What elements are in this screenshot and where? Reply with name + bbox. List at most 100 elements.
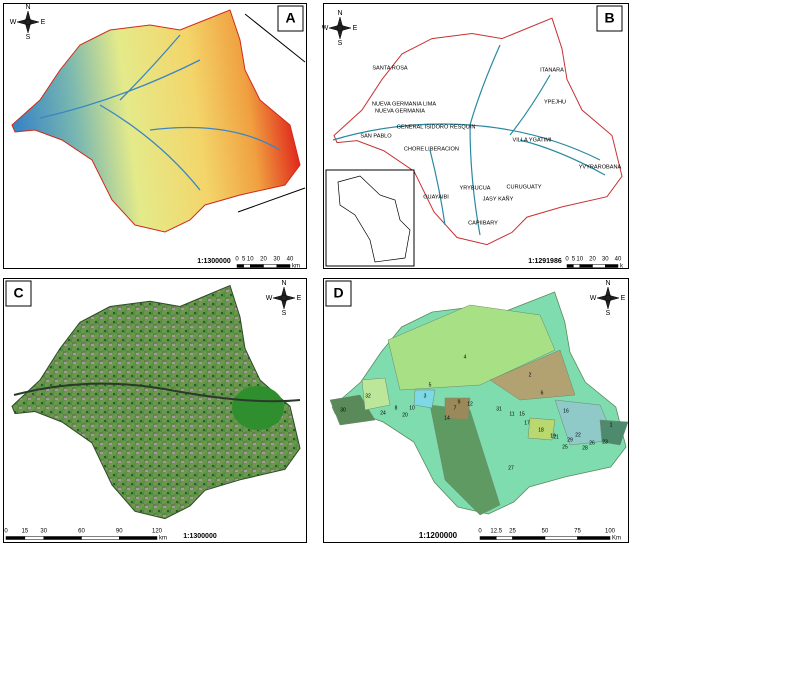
region-label: 17 (524, 420, 530, 426)
region-label: 20 (402, 412, 408, 418)
region-label: 18 (538, 427, 544, 433)
scale-segment (566, 264, 574, 268)
scale-segment (276, 264, 291, 268)
place-label: NUEVA GERMANIA (375, 108, 425, 114)
region-label: 22 (575, 432, 581, 438)
region-label: 8 (395, 405, 398, 411)
region-label: 25 (562, 444, 568, 450)
place-label: GUAYAIBI (423, 194, 449, 200)
region-label: 16 (563, 408, 569, 414)
region-label: 4 (464, 354, 467, 360)
scale-segment (512, 536, 546, 540)
scale-segment (496, 536, 513, 540)
scale-tick-label: 30 (40, 529, 47, 535)
panel-frame (323, 3, 629, 269)
region-label: 30 (340, 407, 346, 413)
scale-ratio: 1:1291986 (528, 258, 562, 265)
subbasin (527, 417, 556, 441)
scale-segment (544, 536, 578, 540)
compass-star (596, 286, 620, 310)
place-label: NUEVA GERMANIA LIMA (372, 101, 437, 107)
scale-tick-label: 30 (602, 257, 609, 263)
river (429, 149, 446, 226)
region-label: 9 (458, 399, 461, 405)
region-label: 11 (509, 411, 514, 417)
satellite-image (11, 284, 301, 520)
scale-tick-label: 30 (273, 257, 280, 263)
compass-w: W (266, 295, 273, 302)
scale-tick-label: 120 (152, 529, 163, 535)
region-label: 24 (380, 410, 386, 416)
scale-segment (5, 536, 26, 540)
scale-tick-label: 0 (4, 529, 8, 535)
inset-frame (325, 169, 415, 267)
region-label: 12 (467, 401, 473, 407)
scale-segment (43, 536, 82, 540)
scale-tick-label: 25 (509, 529, 516, 535)
region-label: 31 (496, 406, 502, 412)
region-label: 15 (519, 411, 525, 417)
region-label: 14 (444, 415, 450, 421)
subbasin (444, 397, 471, 421)
compass-n: N (605, 280, 610, 287)
scale-tick-label: 5 (572, 257, 576, 263)
panel-label-box (277, 5, 304, 32)
scale-tick-label: 40 (287, 257, 294, 263)
frames (3, 3, 629, 543)
scale-tick-label: 90 (116, 529, 123, 535)
scale-tick-label: 15 (22, 529, 29, 535)
compass-w: W (10, 19, 17, 26)
compass-star (328, 16, 352, 40)
callout-line (244, 13, 306, 63)
region-label: 3 (424, 393, 427, 399)
drainage (149, 126, 281, 151)
compass-n: N (337, 10, 342, 17)
scale-tick-label: 20 (589, 257, 596, 263)
drainage (119, 34, 181, 101)
region-label: 21 (553, 434, 559, 440)
drainage (39, 59, 201, 119)
panel-label-box (596, 5, 623, 32)
place-label: YRYBUCUA (460, 185, 491, 191)
region-label: 1 (610, 422, 613, 428)
region-label: 10 (409, 405, 415, 411)
compass-star (16, 10, 40, 34)
compass-e: E (621, 295, 626, 302)
scale-segment (579, 264, 593, 268)
compass-w: W (590, 295, 597, 302)
place-label: CAPIIBARY (468, 220, 498, 226)
place-label: YVYRAROBANA (579, 164, 622, 170)
panel-label: C (13, 285, 23, 301)
inset-country (337, 175, 411, 263)
place-label: ITANARA (540, 67, 564, 73)
panel-frame (3, 3, 307, 269)
region-label: 23 (602, 439, 608, 445)
place-label: LIBERACION (425, 146, 459, 152)
compass-s: S (282, 310, 287, 317)
scale-segment (24, 536, 44, 540)
panel-frame (323, 278, 629, 543)
scale-unit: Km (612, 536, 621, 542)
subbasin (387, 304, 556, 391)
scale-ratio: 1:1300000 (197, 258, 231, 265)
scale-tick-label: 0 (478, 529, 482, 535)
panel-label: B (604, 10, 614, 26)
compass-s: S (26, 34, 31, 41)
region-label: 27 (508, 465, 514, 471)
scale-unit: km (159, 536, 167, 542)
forest-patch (232, 386, 284, 430)
river (469, 124, 481, 236)
river (509, 74, 551, 136)
subbasin (599, 419, 629, 446)
place-label: YPEJHU (544, 99, 566, 105)
scale-segment (236, 264, 244, 268)
scale-segment (263, 264, 277, 268)
scale-unit: k (620, 264, 624, 270)
place-label: JASY KAÑY (483, 195, 514, 202)
scale-tick-label: 60 (78, 529, 85, 535)
scale-segment (592, 264, 606, 268)
callout-line (237, 187, 306, 213)
compass-w: W (322, 25, 329, 32)
region-label: 6 (541, 390, 544, 396)
